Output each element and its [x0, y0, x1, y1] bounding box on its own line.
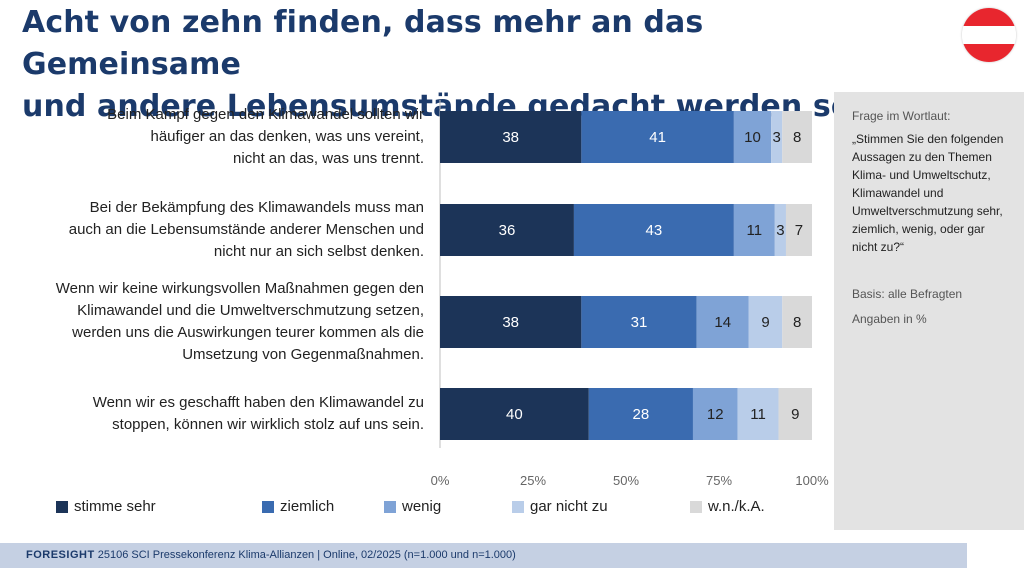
legend-item: wenig — [384, 498, 441, 515]
statement-line: werden uns die Auswirkungen teurer komme… — [72, 324, 424, 341]
footer-text: 25106 SCI Pressekonferenz Klima-Allianze… — [97, 549, 516, 561]
unit-note: Angaben in % — [852, 312, 927, 326]
statement-label: Beim Kampf gegen den Klimawandel sollten… — [4, 104, 424, 170]
stacked-bar-chart: 38 41 10 3 836 43 11 3 738 31 14 9 840 28 12 11 90% 25% 50… — [431, 100, 829, 488]
x-tick-label: 25% — [520, 473, 546, 488]
x-tick-label: 100% — [795, 473, 829, 488]
bar-segment — [440, 296, 582, 348]
statement-line: auch an die Lebensumstände anderer Mensc… — [68, 221, 424, 238]
bar-segment — [778, 388, 812, 440]
legend-item: ziemlich — [262, 498, 334, 515]
bar-data-label: 36 — [499, 222, 516, 239]
basis-note: Basis: alle Befragten — [852, 287, 963, 301]
legend-item: gar nicht zu — [512, 498, 608, 515]
bar-data-label: 12 — [707, 406, 724, 423]
bar-data-label: 7 — [795, 222, 803, 239]
statement-line: nicht nur an sich selbst denken. — [213, 243, 424, 260]
legend-label: ziemlich — [280, 498, 335, 515]
bar-data-label: 11 — [750, 406, 766, 423]
bar-segment — [581, 111, 734, 163]
x-tick-label: 50% — [613, 473, 639, 488]
footer-bar: FORESIGHT 25106 SCI Pressekonferenz Klim… — [0, 543, 967, 568]
bar-data-label: 40 — [506, 406, 523, 423]
statement-label: Wenn wir keine wirkungsvollen Maßnahmen … — [4, 278, 424, 366]
bar-data-label: 31 — [631, 314, 648, 331]
bar-data-label: 38 — [502, 314, 519, 331]
statement-line: stoppen, können wir wirklich stolz auf u… — [112, 416, 424, 433]
question-sidebar: Frage im Wortlaut: „Stimmen Sie den folg… — [834, 92, 1024, 530]
statement-line: häufiger an das denken, was uns vereint, — [150, 128, 424, 145]
bar-data-label: 3 — [776, 222, 784, 239]
bar-data-label: 9 — [761, 314, 769, 331]
bar-segment — [737, 388, 779, 440]
bar-data-label: 11 — [747, 222, 763, 239]
legend-swatch — [690, 500, 702, 513]
bar-data-label: 28 — [633, 406, 650, 423]
bar-data-label: 9 — [791, 406, 799, 423]
bar-segment — [440, 388, 589, 440]
bar-segment — [782, 111, 812, 163]
statement-line: Bei der Bekämpfung des Klimawandels muss… — [89, 199, 424, 216]
bar-data-label: 3 — [772, 129, 780, 146]
bar-data-label: 43 — [646, 222, 663, 239]
bar-segment — [696, 296, 749, 348]
bar-segment — [748, 296, 783, 348]
bar-data-label: 8 — [793, 129, 801, 146]
statement-line: Klimawandel und die Umweltverschmutzung … — [77, 302, 424, 319]
bar-segment — [774, 204, 786, 256]
legend-swatch — [512, 500, 524, 513]
legend-label: w.n./k.A. — [708, 498, 765, 515]
bar-segment — [733, 204, 775, 256]
legend-label: gar nicht zu — [530, 498, 608, 515]
legend-label: stimme sehr — [74, 498, 156, 515]
statement-line: Umsetzung von Gegenmaßnahmen. — [182, 346, 424, 363]
bar-segment — [692, 388, 738, 440]
statement-line: Wenn wir keine wirkungsvollen Maßnahmen … — [55, 280, 424, 297]
legend-item: w.n./k.A. — [690, 498, 765, 515]
bar-segment — [733, 111, 772, 163]
statement-label: Wenn wir es geschafft haben den Klimawan… — [4, 392, 424, 436]
bar-segment — [785, 204, 812, 256]
question-heading: Frage im Wortlaut: — [852, 109, 951, 123]
x-tick-label: 0% — [431, 473, 450, 488]
bar-segment — [573, 204, 734, 256]
statement-line: Beim Kampf gegen den Klimawandel sollten… — [107, 106, 424, 123]
legend-swatch — [262, 500, 274, 513]
bar-segment — [588, 388, 693, 440]
bar-segment — [440, 111, 582, 163]
bar-data-label: 14 — [714, 314, 731, 331]
legend-swatch — [384, 500, 396, 513]
bar-segment — [581, 296, 697, 348]
legend-label: wenig — [402, 498, 442, 515]
legend-item: stimme sehr — [56, 498, 156, 515]
statement-line: Wenn wir es geschafft haben den Klimawan… — [92, 394, 424, 411]
statement-line: nicht an das, was uns trennt. — [233, 150, 424, 167]
bar-data-label: 41 — [649, 129, 666, 146]
footer-brand: FORESIGHT — [26, 549, 95, 561]
bar-segment — [782, 296, 812, 348]
x-tick-label: 75% — [706, 473, 732, 488]
bar-data-label: 8 — [793, 314, 801, 331]
question-text: „Stimmen Sie den folgenden Aussagen zu d… — [852, 132, 1004, 254]
legend-swatch — [56, 500, 68, 513]
bar-segment — [771, 111, 783, 163]
austria-flag-icon — [962, 8, 1016, 62]
bar-segment — [440, 204, 574, 256]
bar-data-label: 38 — [502, 129, 519, 146]
statement-label: Bei der Bekämpfung des Klimawandels muss… — [4, 197, 424, 263]
bar-data-label: 10 — [744, 129, 761, 146]
title-line-1: Acht von zehn finden, dass mehr an das G… — [22, 5, 704, 82]
